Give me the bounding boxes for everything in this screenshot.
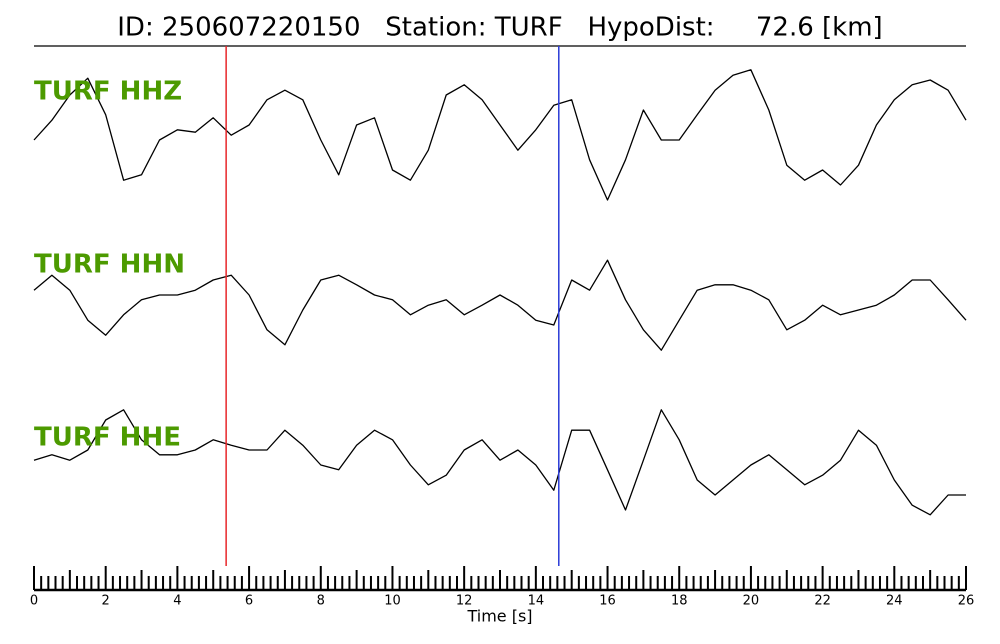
- x-tick-label: 20: [743, 594, 760, 609]
- x-tick-label: 0: [30, 594, 38, 609]
- x-tick-label: 18: [671, 594, 688, 609]
- x-tick-label: 2: [102, 594, 110, 609]
- trace: [33, 69, 967, 201]
- x-tick-label: 24: [886, 594, 903, 609]
- x-tick-label: 22: [814, 594, 831, 609]
- x-tick-label: 8: [317, 594, 325, 609]
- chart-title: ID: 250607220150 Station: TURF HypoDist:…: [117, 13, 882, 43]
- x-tick-label: 6: [245, 594, 253, 609]
- trace-label: TURF HHN: [34, 250, 185, 280]
- x-axis-label: Time [s]: [466, 607, 532, 626]
- x-tick-label: 4: [173, 594, 181, 609]
- trace: [33, 409, 966, 516]
- x-tick-label: 26: [958, 594, 975, 609]
- x-tick-label: 14: [528, 594, 545, 609]
- x-tick-label: 16: [599, 594, 616, 609]
- trace-label: TURF HHZ: [34, 77, 182, 107]
- x-tick-label: 10: [384, 594, 401, 609]
- trace: [33, 259, 967, 351]
- trace-label: TURF HHE: [34, 423, 181, 453]
- x-tick-label: 12: [456, 594, 473, 609]
